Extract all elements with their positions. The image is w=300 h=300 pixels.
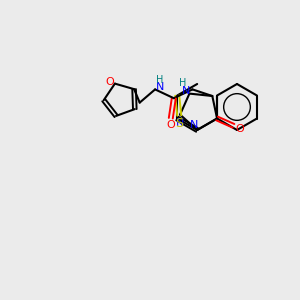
Text: H: H (179, 78, 187, 88)
Text: N: N (182, 86, 190, 96)
Text: N: N (156, 82, 164, 92)
Text: N: N (190, 120, 198, 130)
Text: O: O (167, 120, 175, 130)
Text: H: H (156, 75, 164, 85)
Text: O: O (236, 124, 244, 134)
Text: S: S (175, 117, 183, 130)
Text: N: N (176, 118, 184, 128)
Text: O: O (106, 76, 114, 87)
